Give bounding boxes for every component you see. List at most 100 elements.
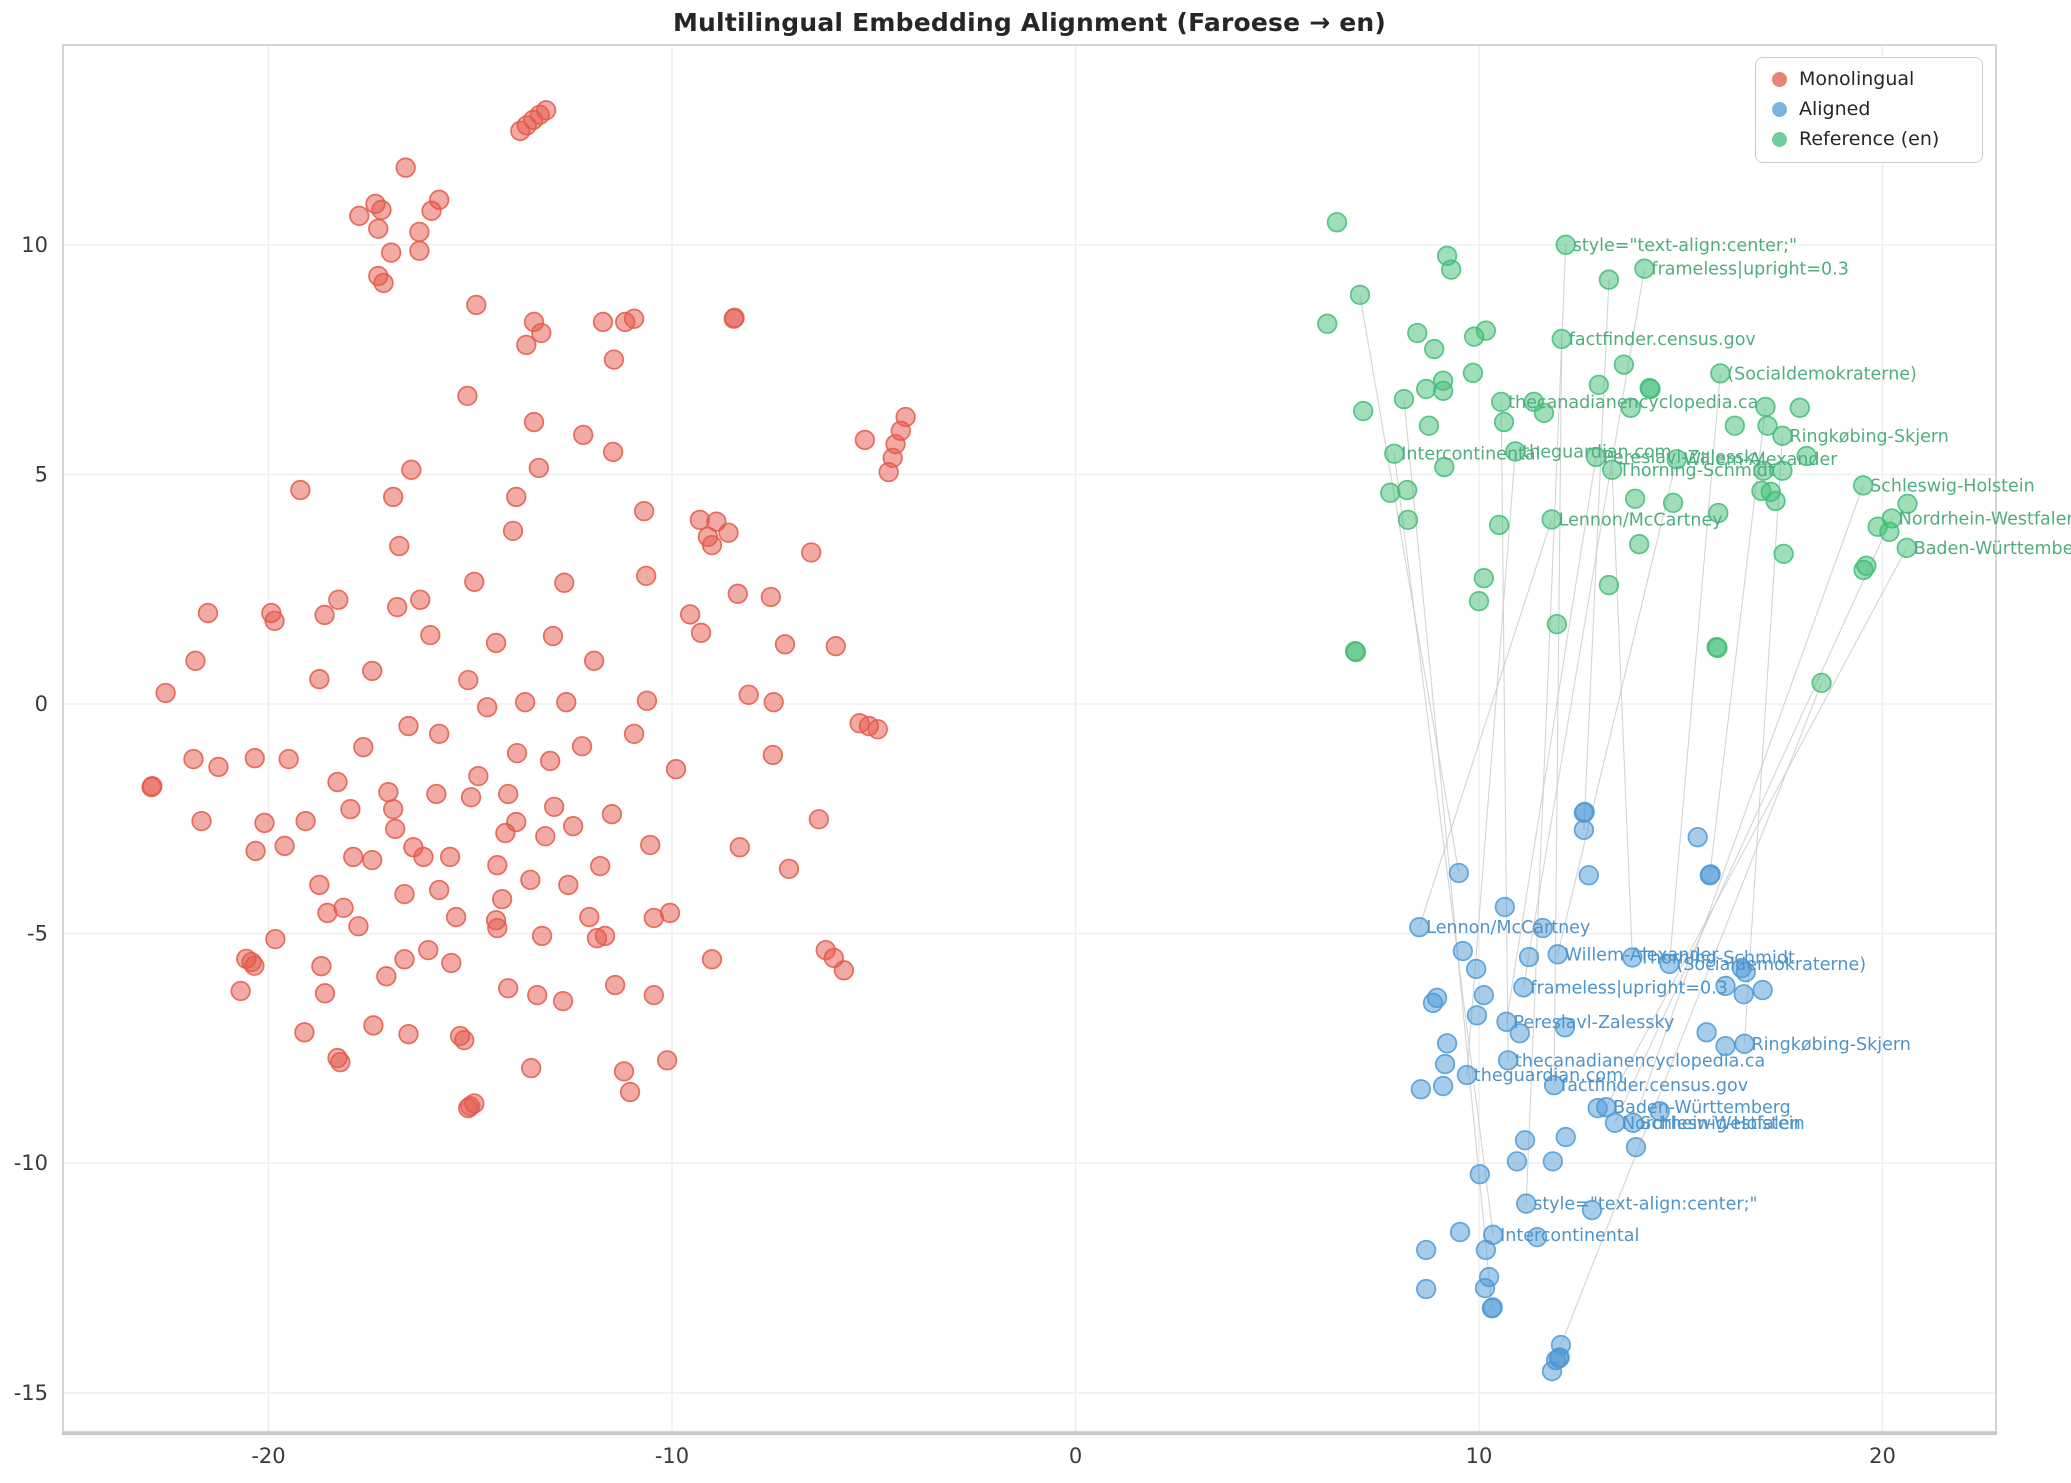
point-aligned [1496,1011,1517,1032]
point-monolingual [371,199,392,221]
point-reference-en [1708,502,1729,524]
point-monolingual [602,441,624,463]
point-monolingual [395,157,416,178]
point-reference-en [1555,234,1576,255]
annotation-label-reference-en: Pereslavl-Zalessky [1603,448,1764,468]
point-monolingual [394,949,415,970]
point-reference-en [1462,362,1484,384]
point-monolingual [634,500,655,522]
point-monolingual [729,837,750,858]
point-reference-en [1418,415,1440,436]
x-tick-label: -20 [251,1444,285,1468]
point-monolingual [601,804,623,825]
point-aligned [1410,1079,1432,1100]
point-reference-en [1546,613,1568,635]
annotation-label-reference-en: style="text-align:center;" [1573,236,1797,256]
point-monolingual [183,748,204,770]
point-monolingual [311,956,332,977]
point-reference-en [1407,322,1428,344]
point-aligned [1659,953,1680,975]
point-aligned [1595,1097,1617,1118]
annotation-label-reference-en: Schleswig-Holstein [1870,476,2035,496]
legend-label: Monolingual [1799,68,1915,90]
alignment-connector-line [1611,469,1633,958]
point-monolingual [485,632,507,654]
point-monolingual [244,748,265,769]
point-monolingual [623,308,645,329]
point-aligned [1456,1064,1478,1086]
point-reference-en [1765,490,1786,512]
point-monolingual [680,604,701,625]
point-aligned [1554,1017,1576,1038]
point-reference-en [1441,259,1462,280]
point-reference-en [1415,378,1437,400]
chart-title: Multilingual Embedding Alignment (Faroes… [672,8,1387,37]
point-monolingual [495,822,516,844]
point-monolingual [763,692,784,713]
alignment-connector-line [1418,519,1553,928]
point-monolingual [385,818,406,840]
point-reference-en [1491,391,1512,412]
point-monolingual [245,840,266,862]
point-monolingual [542,625,564,647]
x-tick-label: -10 [655,1444,689,1468]
annotation-label-aligned: thecanadianencyclopedia.ca [1515,1051,1765,1071]
point-monolingual [623,723,645,744]
point-monolingual [506,486,527,508]
point-monolingual [185,650,206,671]
point-monolingual [413,846,434,868]
point-monolingual [665,759,687,780]
point-monolingual [562,815,584,837]
point-monolingual [241,951,262,973]
point-monolingual [398,715,419,737]
point-aligned [1547,944,1568,965]
legend-item-aligned: Aligned [1772,98,1968,120]
point-monolingual [340,799,361,820]
point-reference-en [1629,534,1650,555]
point-monolingual [327,771,348,793]
point-reference-en [1541,509,1562,530]
point-monolingual [760,586,782,608]
point-monolingual [573,424,594,446]
point-monolingual [552,990,574,1012]
point-monolingual [603,349,625,370]
point-monolingual [523,411,545,433]
point-monolingual [376,966,397,987]
point-aligned [1466,958,1487,980]
monolingual-swatch-icon [1772,71,1787,87]
point-monolingual [295,810,316,832]
point-aligned [1715,975,1736,997]
point-aligned [1426,987,1448,1009]
point-monolingual [208,756,229,778]
legend-item-monolingual: Monolingual [1772,69,1968,90]
point-monolingual [309,669,330,690]
point-aligned [1733,984,1754,1005]
point-aligned [1506,1151,1528,1172]
point-monolingual [458,1097,479,1119]
point-aligned [1497,1050,1519,1071]
alignment-connector-line [1359,294,1460,874]
annotation-label-aligned: Willem-Alexander [1565,945,1720,965]
point-monolingual [556,692,577,713]
annotation-label-reference-en: (Socialdemokraterne) [1727,364,1917,384]
point-monolingual [643,984,664,1006]
point-monolingual [762,744,784,766]
point-aligned [1474,1277,1496,1299]
point-monolingual [878,461,899,483]
point-monolingual [502,520,524,542]
x-tick-label: 10 [1466,1444,1493,1468]
point-monolingual [701,534,723,556]
aligned-swatch-icon [1772,101,1787,117]
point-monolingual [401,459,422,480]
annotation-label-aligned: theguardian.com [1474,1066,1623,1086]
point-monolingual [362,849,383,871]
point-aligned [1482,1297,1503,1318]
point-monolingual [520,869,541,891]
point-monolingual [592,311,614,333]
point-monolingual [254,812,275,834]
point-reference-en [1853,559,1874,581]
point-reference-en [1588,374,1609,396]
annotation-label-aligned: Thorning-Schmidt [1638,948,1795,968]
point-monolingual [445,906,467,928]
point-reference-en [1464,326,1485,347]
